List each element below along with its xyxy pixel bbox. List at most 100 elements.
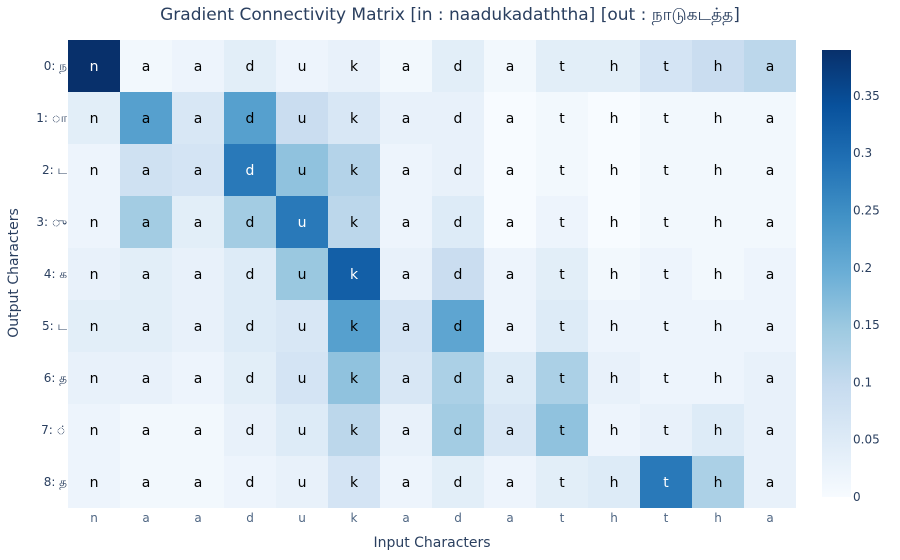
cell-label: a [506,319,515,335]
cell-label: a [194,111,203,127]
heatmap-cell [692,92,744,144]
cell-label: h [610,423,619,439]
heatmap-cell [172,300,224,352]
cell-label: u [298,163,307,179]
heatmap-cell [68,404,120,456]
cell-label: a [142,59,151,75]
cell-label: t [663,59,669,75]
heatmap-cell [172,40,224,92]
heatmap-cell [276,248,328,300]
cell-label: d [454,163,463,179]
heatmap-cell [432,352,484,404]
heatmap-cell [172,144,224,196]
x-tick-label: a [402,511,409,525]
cell-label: u [298,215,307,231]
heatmap-cell [744,144,796,196]
heatmap-cell [224,352,276,404]
heatmap-cell [588,352,640,404]
cell-label: a [506,371,515,387]
heatmap-cell [484,40,536,92]
y-axis-title: Output Characters [6,208,22,338]
cell-label: a [142,319,151,335]
heatmap-cell [172,196,224,248]
cell-label: t [663,423,669,439]
cell-label: h [610,59,619,75]
cell-label: a [194,215,203,231]
x-tick-label: h [610,511,618,525]
cell-label: t [663,267,669,283]
heatmap-cell [380,404,432,456]
cell-label: n [90,215,99,231]
heatmap-cell [224,144,276,196]
heatmap-cell [276,92,328,144]
cell-label: d [454,319,463,335]
cell-label: a [766,59,775,75]
cell-label: a [506,111,515,127]
heatmap-cell [276,40,328,92]
cell-label: h [714,59,723,75]
cell-label: t [559,267,565,283]
heatmap-cell [484,144,536,196]
colorbar-tick-label: 0.35 [853,89,880,103]
heatmap-cell [172,92,224,144]
cell-label: t [663,475,669,491]
heatmap-cell [484,196,536,248]
heatmap-cell [744,196,796,248]
heatmap-cell [276,352,328,404]
heatmap-cell [432,144,484,196]
heatmap-cell [588,300,640,352]
heatmap-cell [120,352,172,404]
heatmap-cell [484,404,536,456]
heatmap-cell [380,248,432,300]
colorbar-tick-label: 0.05 [853,433,880,447]
heatmap-cell [68,248,120,300]
heatmap-cell [172,248,224,300]
cell-label: a [402,423,411,439]
heatmap-cell [328,456,380,508]
cell-label: d [246,423,255,439]
cell-label: a [402,319,411,335]
x-tick-label: a [142,511,149,525]
cell-label: k [350,215,359,231]
heatmap-cell [692,144,744,196]
heatmap-cell [692,456,744,508]
colorbar-tick-label: 0.25 [853,203,880,217]
x-tick-label: d [246,511,254,525]
cell-label: t [559,215,565,231]
heatmap-cell [68,40,120,92]
cell-label: a [402,111,411,127]
cell-label: d [454,371,463,387]
heatmap-cell [432,40,484,92]
cell-label: n [90,475,99,491]
cell-label: a [766,475,775,491]
heatmap-cell [120,144,172,196]
heatmap-cell [536,144,588,196]
cell-label: a [142,423,151,439]
cell-label: a [402,267,411,283]
heatmap-cell [120,92,172,144]
cell-label: a [766,267,775,283]
heatmap-cell [380,456,432,508]
cell-label: a [506,215,515,231]
cell-label: h [714,319,723,335]
x-tick-label: t [664,511,669,525]
colorbar-tick-label: 0.1 [853,375,872,389]
heatmap-cell [68,300,120,352]
heatmap-cell [432,196,484,248]
colorbar-tick-label: 0.3 [853,146,872,160]
colorbar-tick-label: 0.2 [853,261,872,275]
cell-label: k [350,319,359,335]
heatmap-cell [640,92,692,144]
heatmap-cell [328,40,380,92]
cell-label: a [506,59,515,75]
cell-label: n [90,319,99,335]
cell-label: a [142,215,151,231]
cell-label: k [350,267,359,283]
cell-label: u [298,267,307,283]
cell-label: h [714,475,723,491]
cell-label: a [766,111,775,127]
cell-label: u [298,475,307,491]
cell-label: a [402,371,411,387]
cell-label: d [454,111,463,127]
